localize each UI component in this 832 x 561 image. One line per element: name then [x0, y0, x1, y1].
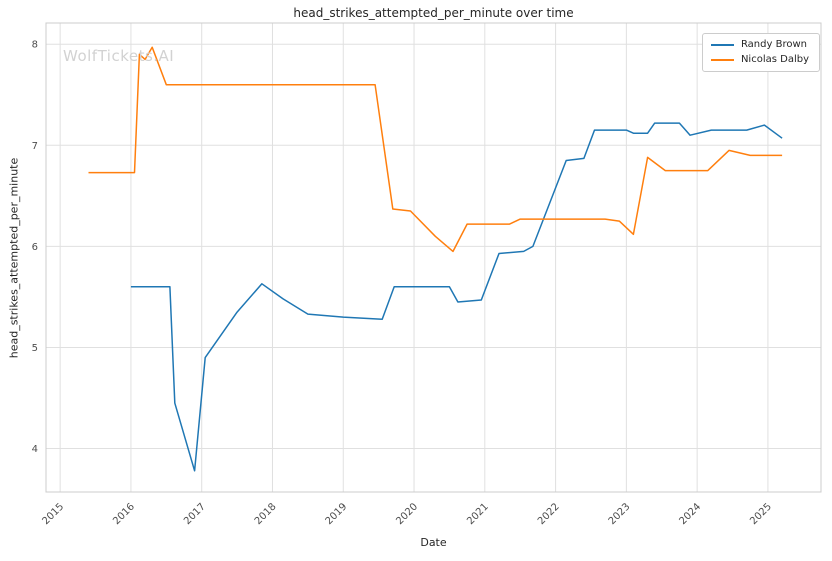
x-axis-label: Date — [420, 536, 447, 549]
legend-label: Randy Brown — [740, 39, 807, 50]
svg-text:6: 6 — [32, 242, 38, 253]
svg-text:2023: 2023 — [607, 501, 633, 527]
svg-text:8: 8 — [32, 40, 38, 51]
svg-text:4: 4 — [32, 444, 38, 455]
svg-text:2015: 2015 — [41, 501, 67, 527]
svg-text:2021: 2021 — [465, 501, 491, 527]
legend-entry-nicolas-dalby: Nicolas Dalby — [710, 54, 809, 65]
svg-text:2017: 2017 — [182, 501, 208, 527]
svg-text:2016: 2016 — [111, 501, 137, 527]
y-axis-label: head_strikes_attempted_per_minute — [7, 157, 21, 359]
svg-text:2022: 2022 — [536, 501, 562, 527]
svg-text:2024: 2024 — [677, 501, 703, 527]
chart-title: head_strikes_attempted_per_minute over t… — [293, 6, 574, 20]
legend-line-icon — [710, 59, 734, 61]
watermark: WolfTickets.AI — [63, 47, 175, 65]
legend-label: Nicolas Dalby — [740, 54, 809, 65]
svg-text:2020: 2020 — [394, 501, 420, 527]
legend: Randy Brown Nicolas Dalby — [701, 33, 820, 72]
legend-entry-randy-brown: Randy Brown — [710, 39, 809, 50]
svg-text:2025: 2025 — [748, 501, 774, 527]
svg-text:2018: 2018 — [253, 501, 279, 527]
svg-text:7: 7 — [32, 141, 38, 152]
svg-text:2019: 2019 — [324, 501, 350, 527]
legend-line-icon — [710, 44, 734, 46]
svg-text:5: 5 — [32, 343, 38, 354]
